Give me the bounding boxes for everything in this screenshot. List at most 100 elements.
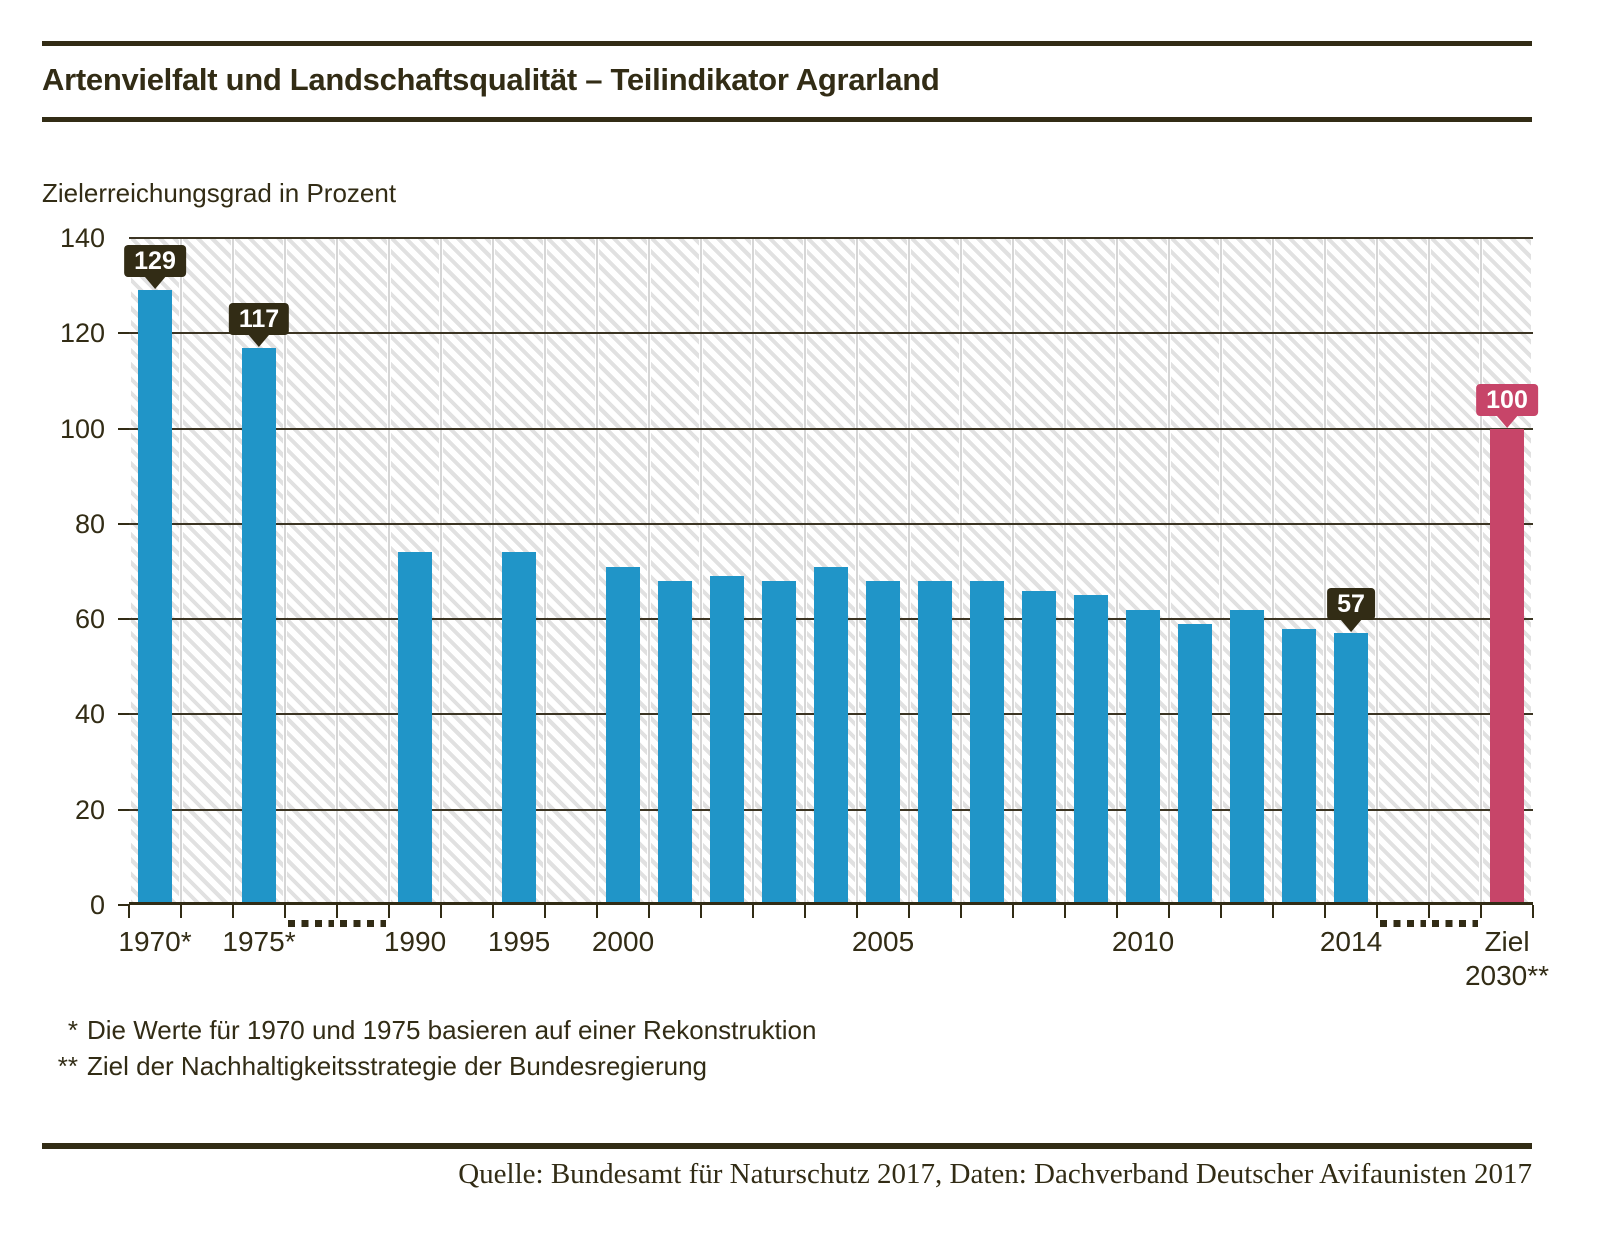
footnote-marker: ** <box>57 1051 78 1081</box>
plot-area: 1970* 1975* 1990 1995 2000 2005 2010 2014 Ziel 2… <box>118 237 1549 991</box>
x-axis-tick <box>648 905 650 918</box>
footnote-line: ** Ziel der Nachhaltigkeitsstrategie der … <box>42 1048 816 1084</box>
y-tick-label: 100 <box>59 413 105 444</box>
x-axis-tick <box>492 905 494 918</box>
x-axis-tick <box>908 905 910 918</box>
hatch-column <box>1431 238 1479 905</box>
footnote-line: * Die Werte für 1970 und 1975 basieren au… <box>42 1012 817 1048</box>
x-tick-label: 1970* <box>118 926 192 957</box>
column-separator <box>960 238 962 905</box>
x-tick-label: Ziel 2030** <box>1464 926 1550 991</box>
y-tick-label: 40 <box>74 699 105 730</box>
x-axis-tick <box>1116 905 1118 918</box>
column-separator <box>1376 238 1378 905</box>
bar <box>138 290 172 905</box>
column-separator <box>908 238 910 905</box>
value-callout-box: 57 <box>1327 588 1375 621</box>
title-underline-rule <box>42 117 1532 122</box>
x-axis-tick <box>1272 905 1274 918</box>
bar <box>970 581 1004 905</box>
bar <box>1490 428 1524 905</box>
y-axis-tick <box>118 332 129 335</box>
y-axis-tick <box>118 808 129 811</box>
column-separator <box>1064 238 1066 905</box>
bar <box>242 347 276 905</box>
x-axis-tick <box>960 905 962 918</box>
value-callout-box: 129 <box>124 245 186 278</box>
x-axis-tick <box>1480 905 1482 918</box>
value-callout-box: 117 <box>228 302 290 335</box>
x-axis-tick <box>596 905 598 918</box>
axis-break-dots <box>340 920 386 927</box>
bar <box>762 581 796 905</box>
axis-break-dots <box>1432 920 1478 927</box>
value-callout-pointer <box>1496 414 1518 428</box>
x-tick-label: 1990 <box>383 926 447 957</box>
x-axis-tick <box>1012 905 1014 918</box>
y-tick-label: 0 <box>89 890 105 920</box>
x-axis-tick <box>180 905 182 918</box>
column-separator <box>284 238 286 905</box>
hatch-column <box>1379 238 1427 905</box>
x-axis-tick <box>700 905 702 918</box>
chart-title: Artenvielfalt und Landschaftsqualität – … <box>42 62 940 97</box>
gridline <box>129 332 1533 335</box>
value-callout-pointer <box>144 276 166 290</box>
x-axis-tick <box>544 905 546 918</box>
footnotes: * Die Werte für 1970 und 1975 basieren au… <box>42 1012 817 1084</box>
column-separator <box>1428 238 1430 905</box>
x-axis-tick <box>1064 905 1066 918</box>
x-axis-tick <box>336 905 338 918</box>
column-separator <box>1220 238 1222 905</box>
column-separator <box>700 238 702 905</box>
value-callout-box: 100 <box>1476 383 1538 416</box>
y-axis-tick <box>118 427 129 430</box>
column-separator <box>544 238 546 905</box>
y-axis-tick <box>118 618 129 621</box>
column-separator <box>388 238 390 905</box>
axis-break-dots <box>1380 920 1426 927</box>
hatch-column <box>547 238 595 905</box>
value-callout-pointer <box>248 333 270 347</box>
bar <box>398 552 432 905</box>
value-callout-pointer <box>1340 619 1362 633</box>
value-callout: 57 <box>1327 588 1375 633</box>
gridline <box>129 427 1533 430</box>
x-axis-tick <box>1220 905 1222 918</box>
hatch-column <box>287 238 335 905</box>
column-separator <box>1012 238 1014 905</box>
column-separator <box>232 238 234 905</box>
bar <box>1230 609 1264 905</box>
x-axis-tick <box>1376 905 1378 918</box>
x-tick-label: 2014 <box>1319 926 1383 957</box>
y-tick-label: 20 <box>74 794 105 825</box>
hatch-column <box>183 238 231 905</box>
bar <box>1126 609 1160 905</box>
x-tick-label: 2000 <box>591 926 655 957</box>
column-separator <box>180 238 182 905</box>
x-axis-tick <box>388 905 390 918</box>
x-axis-tick <box>128 905 130 918</box>
x-axis-tick <box>1168 905 1170 918</box>
gridline <box>129 237 1533 239</box>
column-separator <box>804 238 806 905</box>
y-axis-title: Zielerreichungsgrad in Prozent <box>42 178 397 208</box>
value-callout: 129 <box>124 245 186 290</box>
bar <box>606 566 640 905</box>
x-axis-tick <box>284 905 286 918</box>
y-axis-tick <box>118 904 129 906</box>
gridline <box>129 522 1533 525</box>
axis-break-dots <box>288 920 334 927</box>
y-axis-tick <box>118 713 129 716</box>
footnote-marker: * <box>67 1015 78 1045</box>
y-tick-label: 120 <box>59 318 105 349</box>
x-tick-label: 1975* <box>222 926 296 957</box>
x-tick-label: 1995 <box>487 926 551 957</box>
column-separator <box>492 238 494 905</box>
bottom-rule <box>42 1143 1532 1149</box>
bar <box>1178 623 1212 905</box>
x-axis-tick <box>1428 905 1430 918</box>
column-separator <box>1324 238 1326 905</box>
hatch-column <box>443 238 491 905</box>
